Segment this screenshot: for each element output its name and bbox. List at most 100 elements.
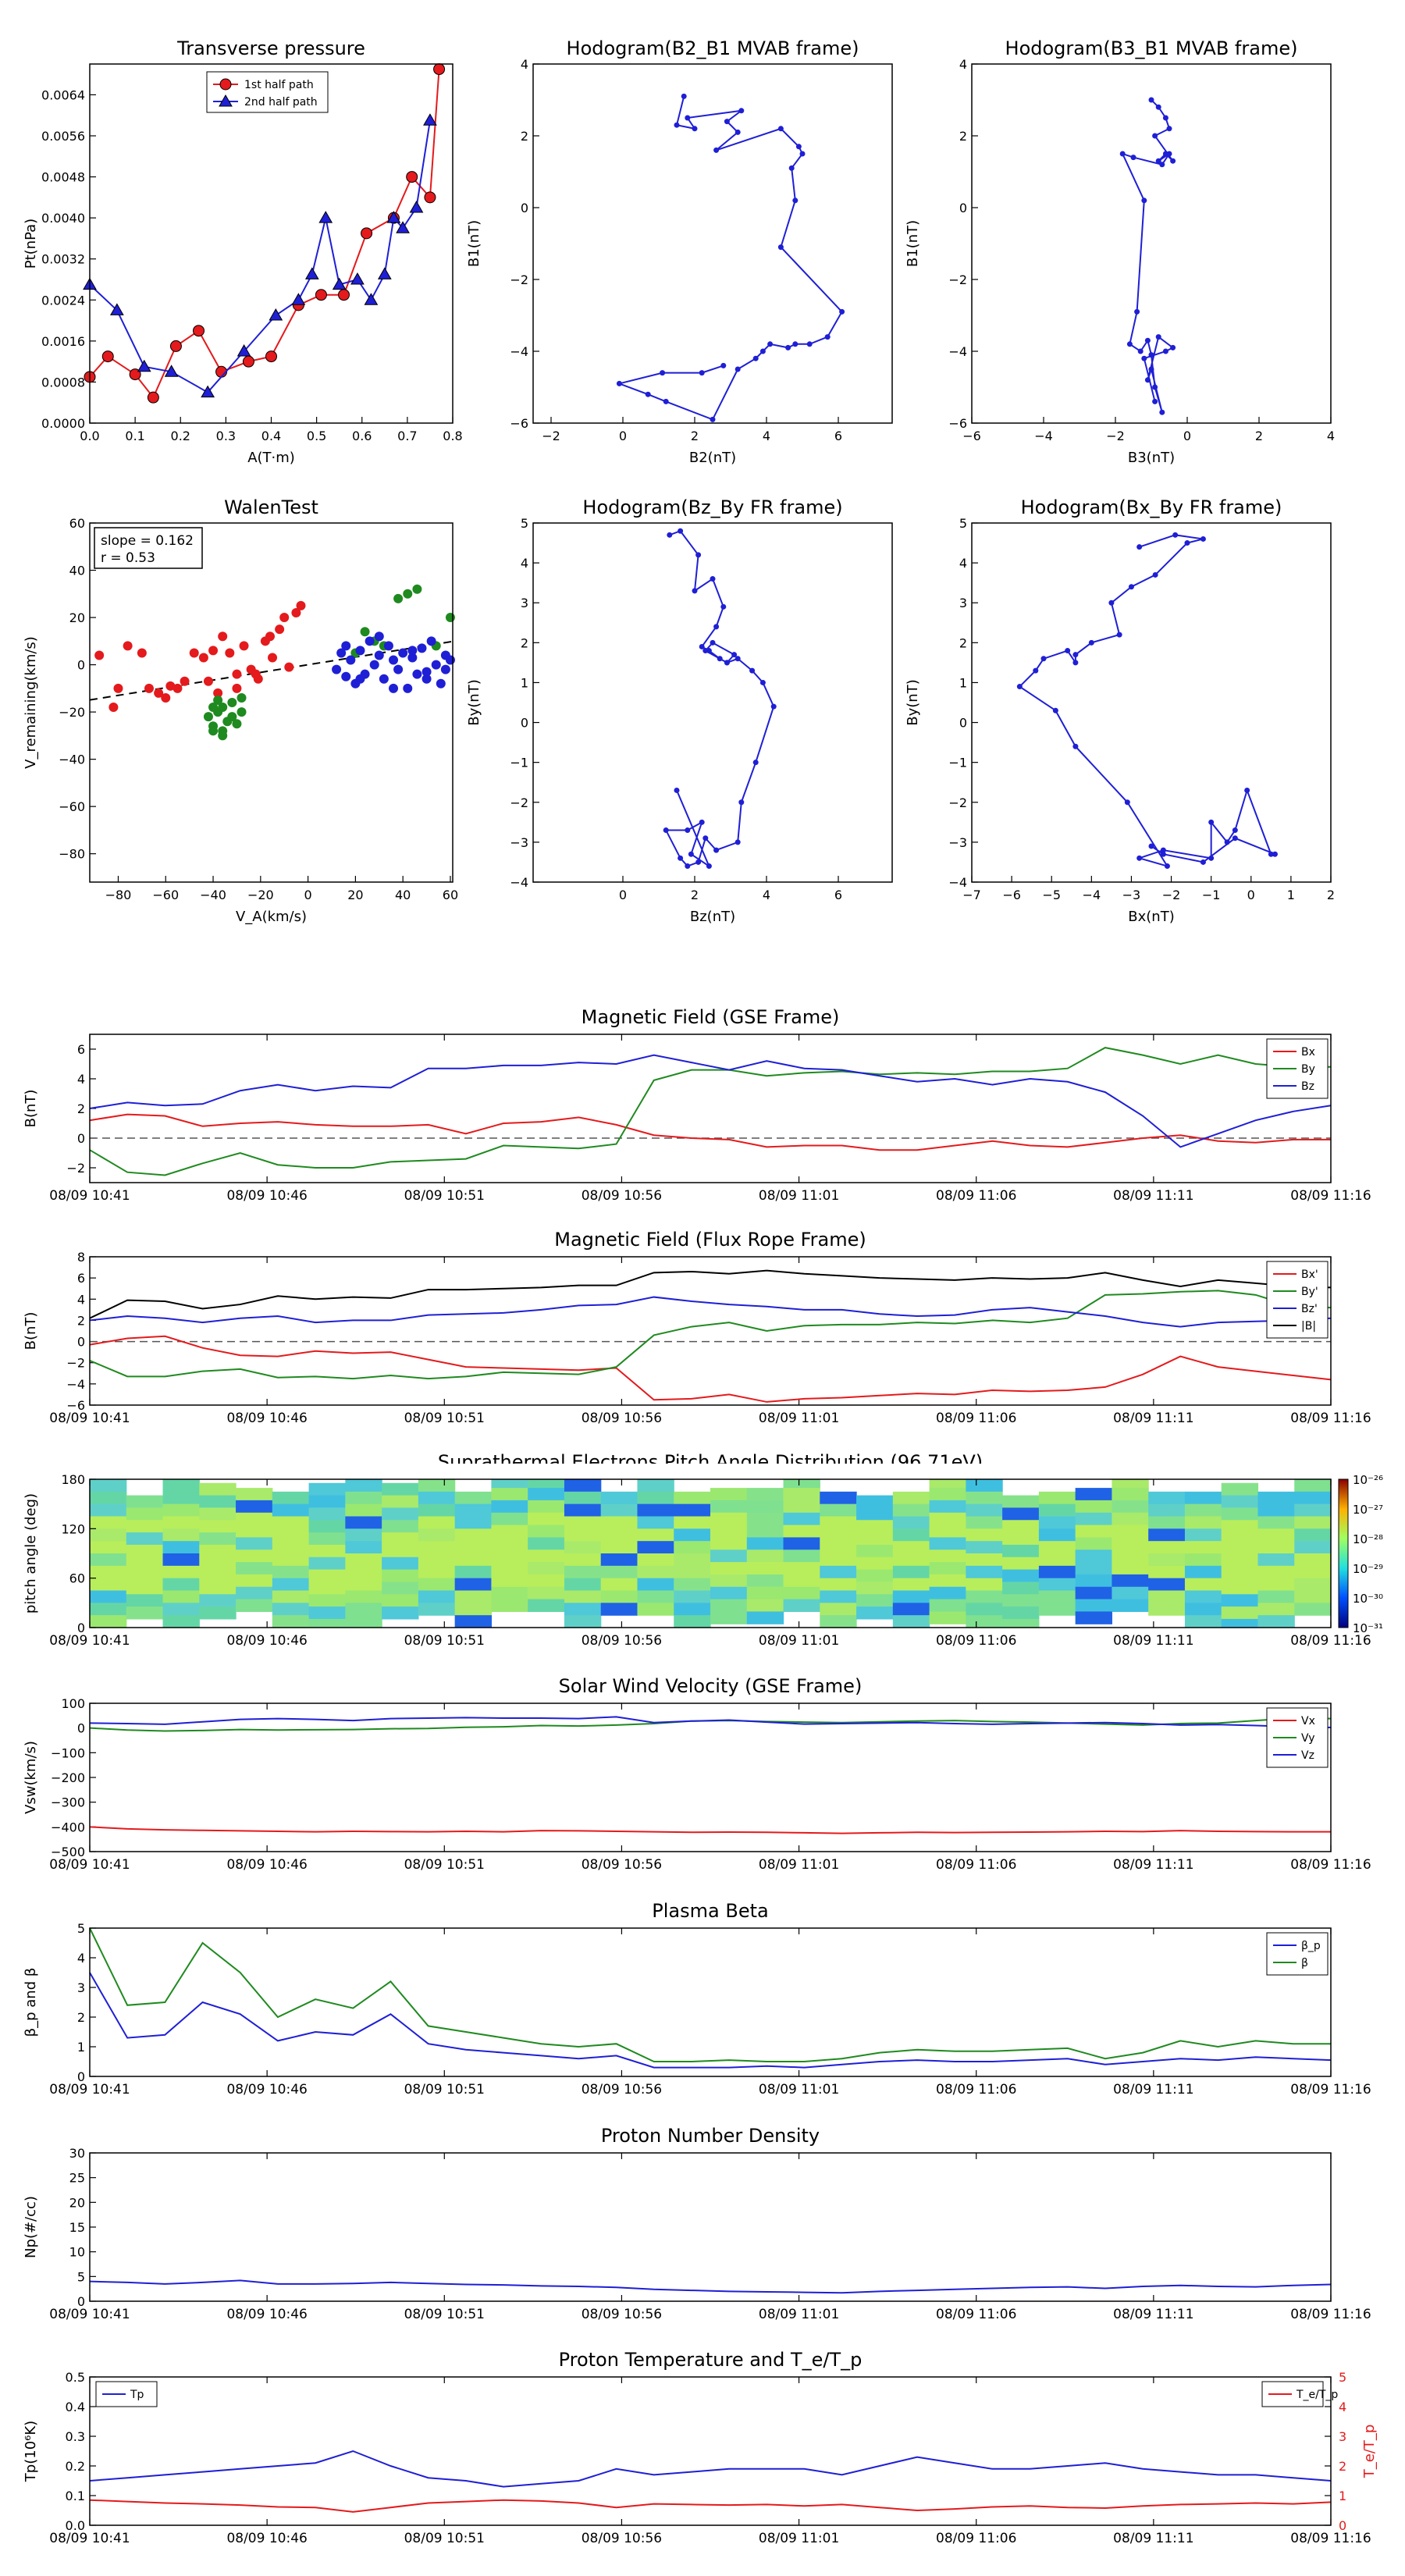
time-tick-label: 08/09 11:06 [936, 2082, 1016, 2097]
heatmap-cell [746, 1512, 784, 1526]
legend-label: Vz [1301, 1749, 1314, 1762]
heatmap-cell [820, 1553, 857, 1567]
axes-frame [971, 63, 1332, 424]
data-point [688, 851, 694, 857]
x-tick-label: 0 [1183, 429, 1191, 443]
heatmap-cell [746, 1550, 784, 1563]
series-line-By' [89, 1290, 1332, 1380]
data-point [315, 289, 327, 301]
annotation-box [94, 527, 203, 569]
chart-title: Solar Wind Velocity (GSE Frame) [559, 1675, 863, 1697]
heatmap-cell [600, 1590, 638, 1603]
data-point [710, 576, 716, 582]
legend-label: Bx [1301, 1046, 1315, 1059]
heatmap-cell [308, 1507, 346, 1521]
y-tick-label: −400 [51, 1820, 85, 1834]
time-tick-label: 08/09 10:46 [226, 1633, 307, 1649]
heatmap-cell [1294, 1541, 1332, 1554]
y-tick-label: 20 [69, 610, 85, 625]
heatmap-cell [966, 1528, 1003, 1542]
heatmap-cell [162, 1516, 200, 1529]
heatmap-cell [783, 1500, 820, 1514]
data-point [265, 632, 275, 642]
x-tick-label: 0.0 [80, 429, 99, 443]
data-point [1200, 859, 1206, 865]
legend-label: |B| [1301, 1320, 1316, 1332]
heatmap-cell [1038, 1541, 1076, 1554]
heatmap-cell [564, 1516, 602, 1529]
x-tick-label: −7 [962, 888, 981, 902]
heatmap-cell [600, 1516, 638, 1529]
heatmap-cell [528, 1574, 565, 1588]
data-point [341, 641, 351, 651]
data-point [369, 660, 379, 670]
heatmap-cell [1112, 1586, 1149, 1600]
time-tick-label: 08/09 11:06 [936, 1411, 1016, 1426]
data-point [237, 692, 247, 703]
data-point [338, 289, 350, 301]
heatmap-cell [674, 1503, 711, 1517]
heatmap-cell [820, 1528, 857, 1542]
data-point [1162, 115, 1168, 121]
time-tick-label: 08/09 10:46 [226, 2082, 307, 2097]
heatmap-cell [272, 1503, 310, 1517]
data-point [699, 643, 705, 649]
heatmap-cell [272, 1603, 310, 1616]
data-point [1184, 540, 1190, 546]
heatmap-cell [600, 1528, 638, 1542]
data-point [225, 648, 235, 658]
data-point [137, 648, 147, 658]
heatmap-cell [126, 1569, 164, 1583]
mag-fr-panel: Magnetic Field (Flux Rope Frame) −6 −4 −2 0 2… [23, 1229, 1371, 1426]
axes-frame [971, 522, 1332, 883]
solar-wind-panel: Solar Wind Velocity (GSE Frame) −500 −400 −… [23, 1675, 1371, 1873]
data-point [1152, 398, 1158, 404]
time-tick-label: 08/09 11:16 [1290, 1857, 1371, 1873]
hodogram-b2-b1-panel: Hodogram(B2_B1 MVAB frame) −6 −4 −2 0 2 4 −2 0 2 4… [466, 37, 893, 466]
data-point [1116, 632, 1122, 638]
heatmap-cell [199, 1520, 237, 1533]
heatmap-cell [90, 1503, 127, 1517]
heatmap-cell [126, 1544, 164, 1558]
data-point [1155, 158, 1161, 164]
series-line-T_e/T_p [89, 2499, 1332, 2513]
heatmap-cell [162, 1590, 200, 1603]
y-tick-label: 0.0016 [41, 334, 85, 349]
x-tick-label: −1 [1202, 888, 1221, 902]
heatmap-cell [1038, 1578, 1076, 1592]
data-point [341, 671, 351, 681]
series-line-By [89, 1047, 1331, 1176]
data-point [237, 343, 251, 357]
data-point [355, 646, 365, 656]
heatmap-cell [1257, 1590, 1295, 1603]
y-axis-label: pitch angle (deg) [23, 1493, 39, 1614]
heatmap-cell [126, 1606, 164, 1620]
heatmap-cell [1257, 1491, 1295, 1505]
data-point [1166, 151, 1172, 157]
data-point [227, 698, 237, 707]
heatmap-cell [710, 1562, 748, 1575]
data-point [1152, 133, 1158, 139]
data-point [710, 639, 716, 646]
data-point [291, 293, 306, 305]
data-point [792, 341, 799, 347]
data-point [198, 653, 208, 663]
heatmap-cell [637, 1541, 674, 1554]
heatmap-cell [564, 1491, 602, 1505]
data-point [735, 839, 741, 845]
legend-label: 2nd half path [244, 96, 318, 109]
data-point [407, 653, 418, 663]
data-point [678, 855, 684, 861]
y-tick-label: 0.0024 [41, 293, 85, 308]
y-axis-label: β_p and β [23, 1968, 39, 2037]
heatmap-cell [746, 1574, 784, 1588]
y-tick-label: 0.5 [66, 2370, 85, 2385]
heatmap-cell [308, 1495, 346, 1509]
heatmap-cell [1184, 1615, 1222, 1628]
data-point [1268, 851, 1274, 857]
data-point [396, 221, 410, 233]
data-point [660, 370, 666, 376]
time-tick-label: 08/09 11:06 [936, 1188, 1016, 1204]
heatmap-cell [491, 1512, 528, 1526]
